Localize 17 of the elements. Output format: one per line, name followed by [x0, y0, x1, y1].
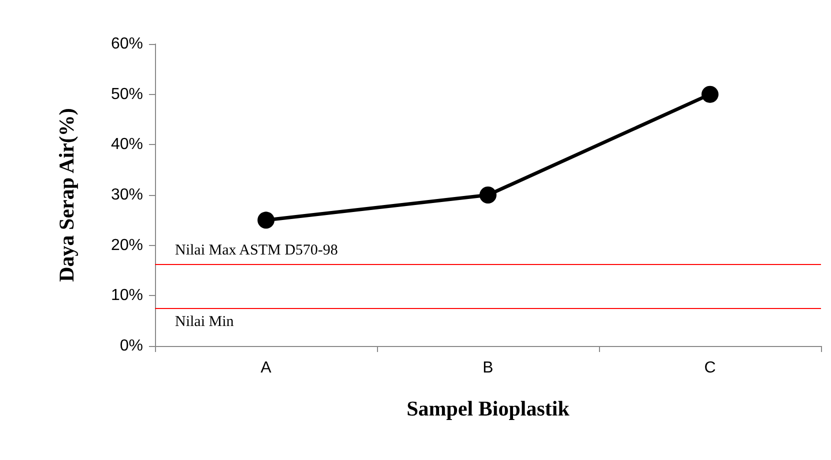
x-tick-label: C [704, 360, 716, 376]
y-tick-label: 10% [110, 287, 143, 304]
y-tick-label: 60% [110, 36, 143, 52]
y-tick-label: 0% [120, 338, 143, 354]
x-axis-title: Sampel Bioplastik [406, 396, 570, 420]
x-tick-label: A [260, 360, 272, 376]
y-tick-label: 30% [110, 186, 143, 204]
ref-line-label: Nilai Max ASTM D570-98 [175, 242, 338, 258]
y-tick-label: 40% [110, 136, 143, 154]
point [702, 86, 718, 103]
ref-line-label: Nilai Min [175, 314, 234, 330]
y-axis-title: Daya Serap Air(%) [54, 108, 78, 282]
y-tick-label: 50% [110, 86, 143, 103]
point [480, 186, 496, 204]
x-tick-label: B [482, 360, 494, 376]
y-tick-label: 20% [110, 236, 143, 254]
point [258, 212, 274, 229]
